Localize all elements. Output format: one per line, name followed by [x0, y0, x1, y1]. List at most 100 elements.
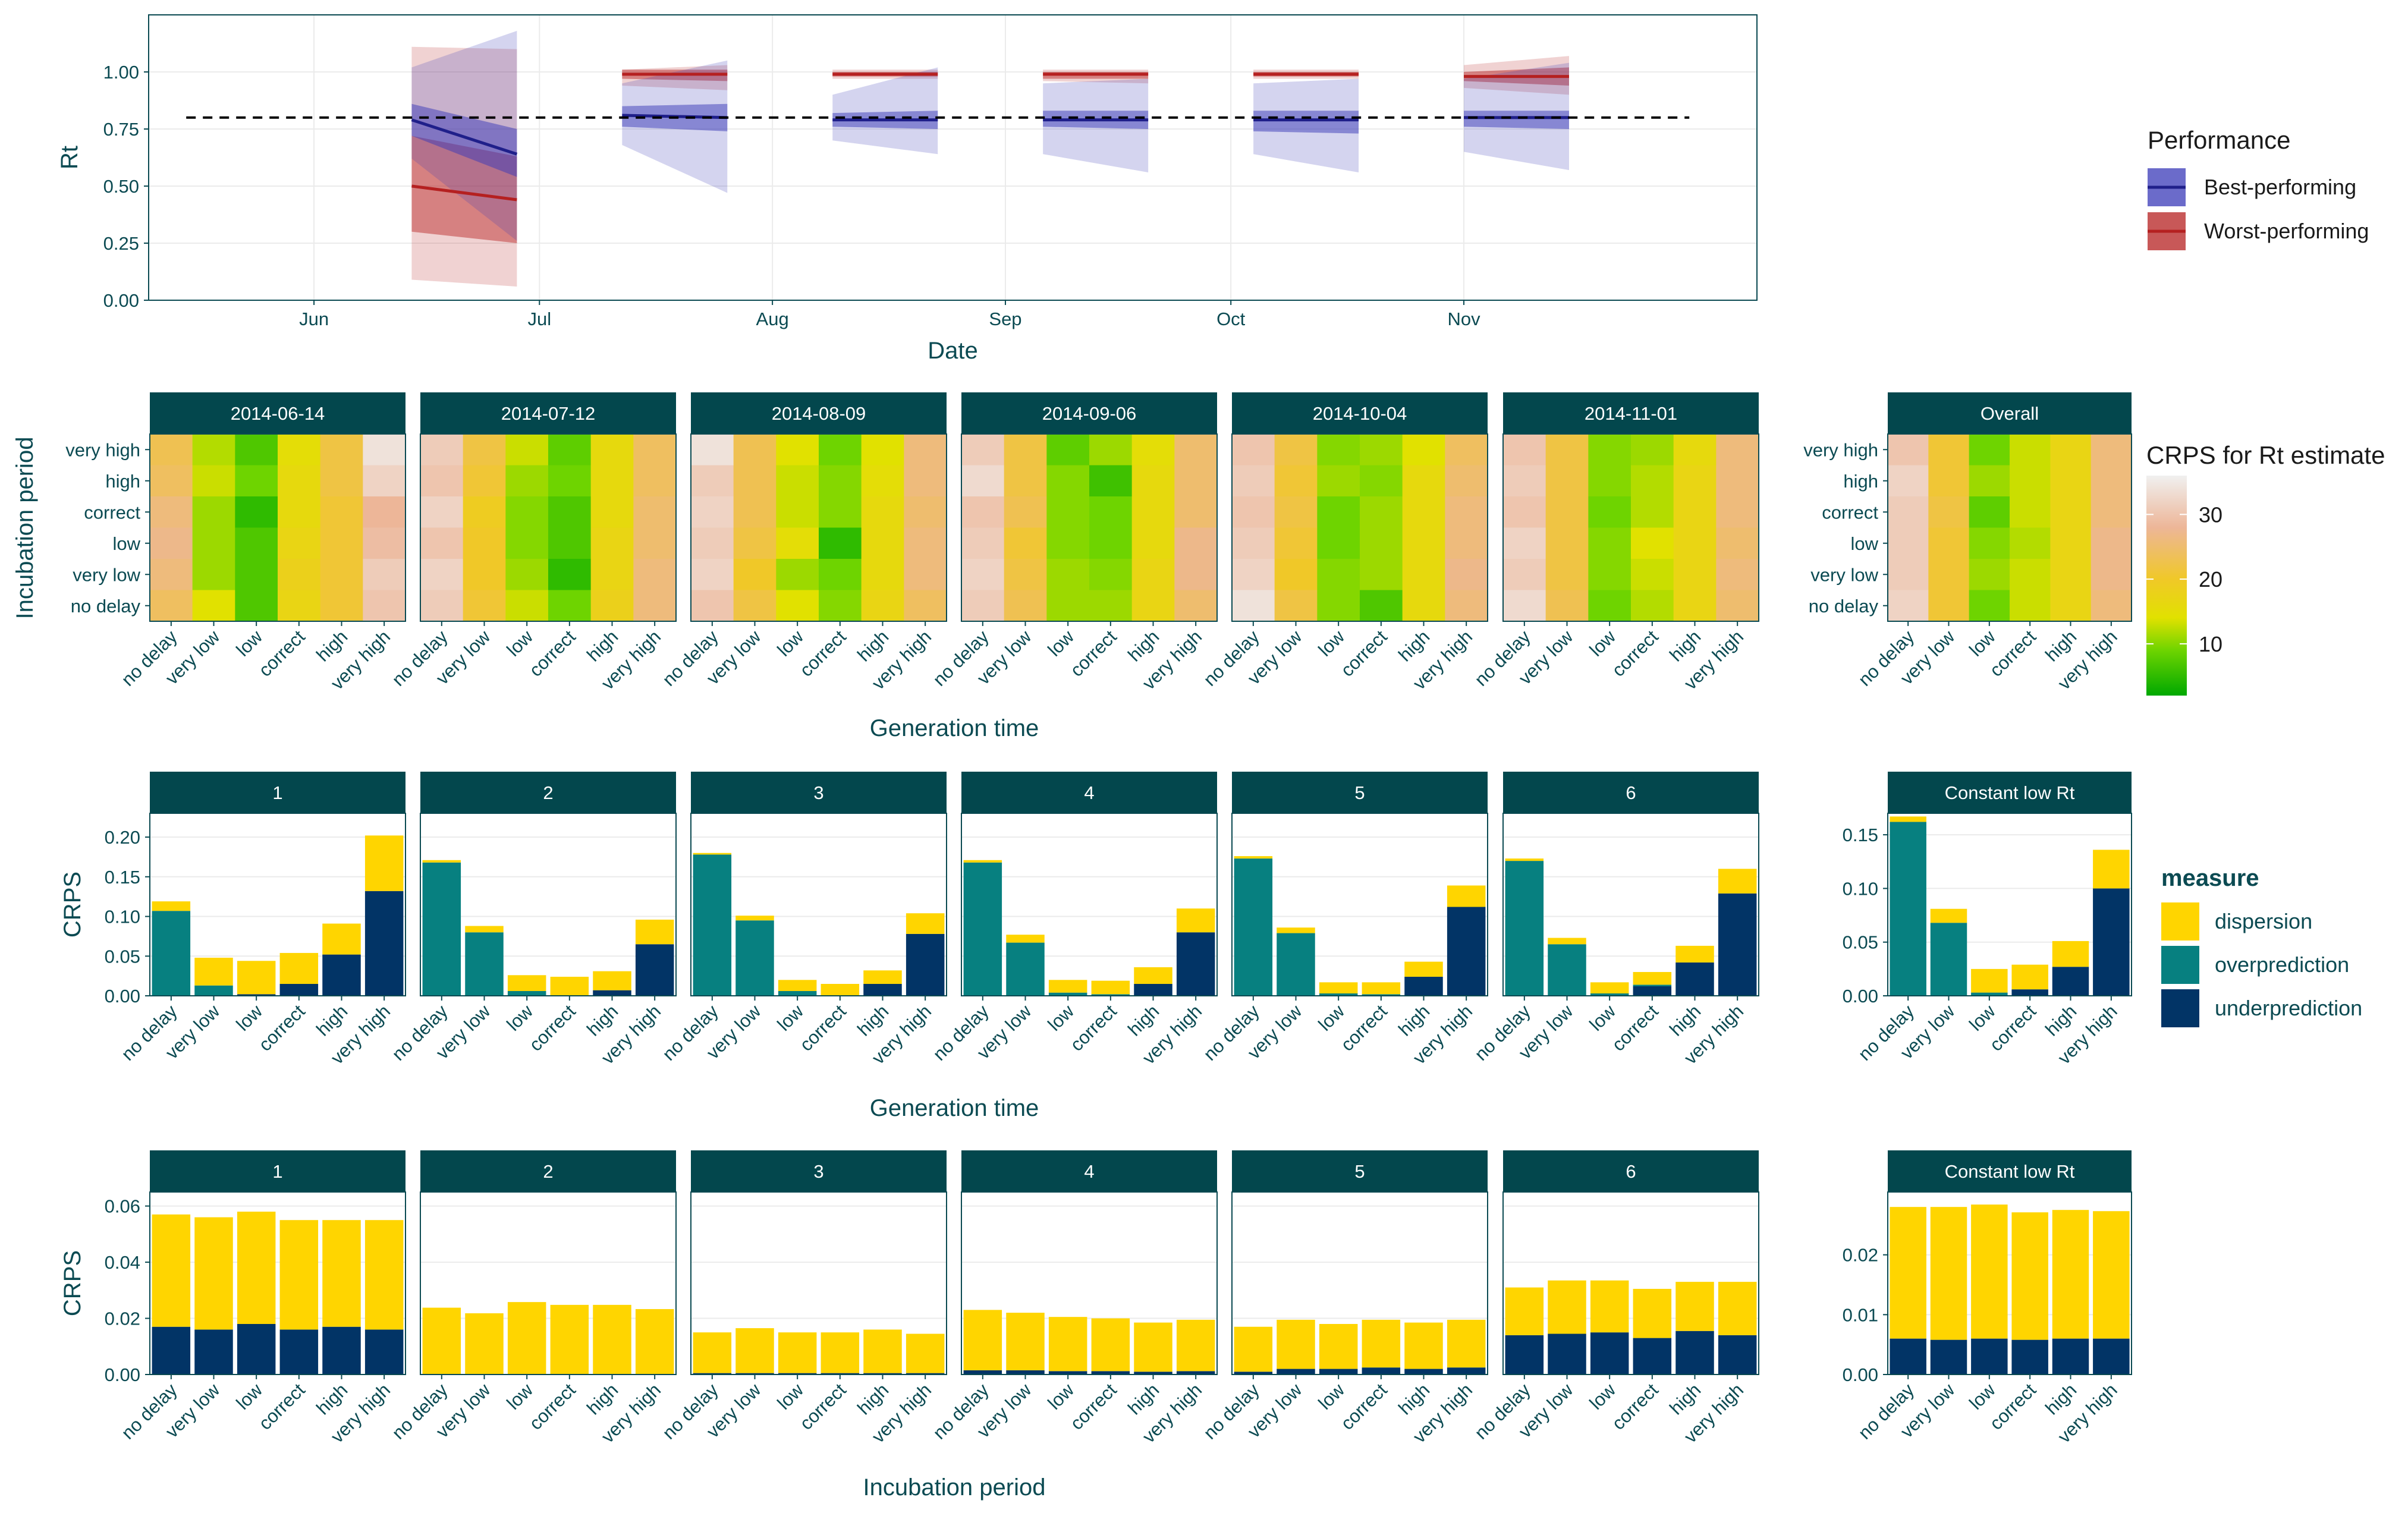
inc-bars-bar-dispersion	[194, 1217, 233, 1330]
heatmap-cell	[320, 434, 363, 466]
gen-bars-1-strip-label: 2	[543, 782, 553, 803]
rt-best-inner-band	[411, 103, 517, 177]
heatmap-tick-label-x: low	[1314, 626, 1348, 661]
heatmap-cell	[1631, 434, 1674, 466]
heatmap-cell	[1588, 496, 1631, 528]
heatmap-cell	[1089, 434, 1133, 466]
inc-bars-3-strip-label: 4	[1084, 1161, 1094, 1182]
heatmap-cell	[961, 434, 1005, 466]
heatmap-legend-title: CRPS for Rt estimate	[2146, 441, 2385, 469]
gen-bars-tick-label-y: 0.05	[105, 946, 140, 967]
heatmap-cell	[1131, 590, 1175, 622]
heatmap-cell	[861, 590, 904, 622]
gen-bars-tick-label-x: low	[1965, 1001, 2000, 1035]
heatmap-0-strip-label: 2014-06-14	[231, 403, 325, 424]
gen-bars-bar-underprediction	[279, 983, 319, 996]
gen-bars-bar-dispersion	[2011, 964, 2048, 990]
rt-best-inner-band	[1464, 111, 1569, 129]
inc-bars-bar-dispersion	[1176, 1319, 1215, 1372]
rt-panel-frame	[148, 14, 1758, 301]
inc-bars-bar-underprediction	[863, 1373, 902, 1375]
heatmap-cell	[1928, 590, 1970, 622]
inc-bars-tick-label-x: low	[1965, 1379, 2000, 1414]
gen-bars-bar-dispersion	[693, 853, 732, 855]
heatmap-cell	[2010, 465, 2051, 497]
gen-bars-tick-label-y: 0.05	[1843, 932, 1878, 953]
rt-tick-label-y: 0.50	[103, 176, 139, 197]
rt-tick-label-x: Jul	[527, 309, 551, 329]
gen-bars-bar-overprediction	[1006, 942, 1045, 996]
gen-bars-panel-frame	[961, 813, 1218, 996]
heatmap-cell	[1928, 465, 1970, 497]
inc-bars-6-strip-label: Constant low Rt	[1945, 1161, 2075, 1182]
heatmap-cell	[1174, 465, 1218, 497]
heatmap-x-axis-title: Generation time	[870, 715, 1039, 741]
inc-bars-bar-dispersion	[2052, 1210, 2089, 1339]
heatmap-cell	[904, 465, 947, 497]
heatmap-cell	[420, 527, 464, 559]
heatmap-cell	[1046, 559, 1090, 590]
inc-bars-tick-label-x: correct	[525, 1379, 580, 1434]
inc-bars-0-strip	[150, 1150, 405, 1192]
heatmap-cell	[861, 465, 904, 497]
rt-worst-outer-band	[411, 46, 517, 287]
gen-bars-bar-dispersion	[1447, 885, 1486, 907]
heatmap-3-strip	[961, 392, 1217, 434]
heatmap-cell	[1046, 590, 1090, 622]
gen-bars-bar-overprediction	[778, 990, 817, 996]
heatmap-cell	[1089, 527, 1133, 559]
heatmap-cell	[633, 527, 677, 559]
heatmap-cell	[1317, 559, 1360, 590]
heatmap-cell	[1046, 434, 1090, 466]
heatmap-tick-label-y: low	[1850, 533, 1878, 554]
rt-tick-label-y: 0.75	[103, 119, 139, 140]
heatmap-tick-label-y: low	[112, 533, 140, 554]
heatmap-cell	[1716, 559, 1759, 590]
heatmap-cell	[278, 434, 321, 466]
inc-bars-bar-dispersion	[821, 1332, 860, 1373]
heatmap-cell	[1004, 590, 1047, 622]
gen-bars-6-strip	[1888, 772, 2132, 813]
heatmap-0-strip	[150, 392, 405, 434]
inc-bars-bar-dispersion	[735, 1328, 774, 1373]
inc-bars-bar-dispersion	[1234, 1326, 1273, 1372]
gen-bars-bar-dispersion	[194, 957, 233, 986]
inc-bars-panel-frame	[1887, 1191, 2132, 1375]
gen-bars-tick-label-y: 0.00	[105, 986, 140, 1007]
gen-bars-bar-overprediction	[1890, 822, 1926, 996]
inc-bars-panel-bg	[150, 1192, 405, 1375]
inc-bars-panel-bg	[1503, 1192, 1759, 1375]
inc-bars-tick-label-y: 0.02	[105, 1309, 140, 1329]
heatmap-cell	[861, 559, 904, 590]
heatmap-cell	[691, 465, 734, 497]
inc-bars-bar-dispersion	[152, 1214, 191, 1327]
heatmap-cell	[1503, 590, 1546, 622]
inc-bars-panel-bg	[961, 1192, 1217, 1375]
rt-best-inner-band	[1253, 111, 1359, 134]
heatmap-tick-label-y: very high	[65, 439, 140, 460]
heatmap-tick-label-x: low	[773, 626, 807, 661]
gen-bars-tick-label-x: correct	[1066, 1001, 1121, 1055]
gen-bars-0-strip	[150, 772, 405, 813]
gen-bars-bar-underprediction	[593, 990, 631, 996]
heatmap-cell	[1631, 559, 1674, 590]
heatmap-cell	[1317, 590, 1360, 622]
heatmap-tick-label-y: no delay	[1809, 596, 1879, 617]
heatmap-cell	[961, 527, 1005, 559]
inc-bars-bar-underprediction	[1006, 1370, 1045, 1375]
gen-bars-bar-dispersion	[1176, 908, 1215, 933]
heatmap-cell	[776, 527, 819, 559]
gen-bars-bar-dispersion	[1971, 968, 2008, 993]
heatmap-cell	[278, 496, 321, 528]
inc-bars-panel-frame	[1502, 1191, 1759, 1375]
heatmap-cell	[1131, 527, 1175, 559]
heatmap-cell	[192, 527, 235, 559]
heatmap-cell	[633, 559, 677, 590]
heatmap-cell	[633, 465, 677, 497]
inc-bars-bar-underprediction	[322, 1326, 361, 1375]
gen-bars-bar-overprediction	[1048, 992, 1087, 996]
heatmap-cell	[320, 496, 363, 528]
heatmap-cell	[904, 527, 947, 559]
heatmap-cell	[776, 496, 819, 528]
inc-bars-bar-underprediction	[279, 1329, 319, 1375]
